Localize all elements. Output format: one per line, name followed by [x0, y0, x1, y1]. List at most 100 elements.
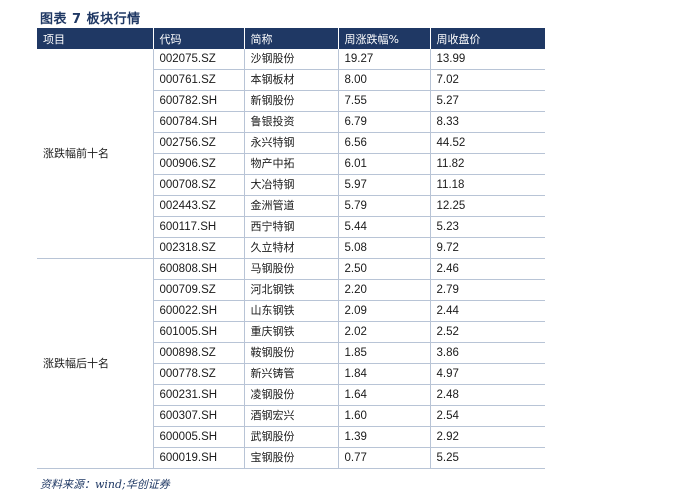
table-row: 000906.SZ 物产中拓 6.01 11.82 [37, 153, 545, 175]
weekly-change: 5.44 [338, 216, 431, 238]
stock-name: 新兴铸管 [244, 363, 339, 385]
stock-name: 凌钢股份 [244, 384, 339, 406]
weekly-close: 8.33 [430, 111, 545, 133]
weekly-close: 12.25 [430, 195, 545, 217]
weekly-change: 6.79 [338, 111, 431, 133]
stock-name: 马钢股份 [244, 258, 339, 280]
table-body: 涨跌幅前十名 002075.SZ 沙钢股份 19.27 13.99 000761.SZ 本钢… [37, 49, 545, 469]
weekly-close: 5.27 [430, 90, 545, 112]
stock-name: 西宁特钢 [244, 216, 339, 238]
header-weekly-close: 周收盘价 [430, 28, 545, 49]
weekly-close: 2.46 [430, 258, 545, 280]
header-item: 项目 [37, 28, 154, 49]
sector-table: 项目 代码 简称 周涨跌幅% 周收盘价 涨跌幅前十名 002075.SZ 沙钢股份 1… [37, 28, 545, 469]
stock-code: 000906.SZ [153, 153, 245, 175]
stock-code: 000708.SZ [153, 174, 245, 196]
table-row: 600307.SH 酒钢宏兴 1.60 2.54 [37, 405, 545, 427]
weekly-change: 6.01 [338, 153, 431, 175]
stock-code: 000709.SZ [153, 279, 245, 301]
stock-name: 武钢股份 [244, 426, 339, 448]
stock-name: 大冶特钢 [244, 174, 339, 196]
table-row: 涨跌幅后十名 600808.SH 马钢股份 2.50 2.46 [37, 258, 545, 469]
stock-name: 新钢股份 [244, 90, 339, 112]
stock-code: 600005.SH [153, 426, 245, 448]
table-row: 000708.SZ 大冶特钢 5.97 11.18 [37, 174, 545, 196]
stock-name: 久立特材 [244, 237, 339, 259]
weekly-change: 1.39 [338, 426, 431, 448]
weekly-change: 6.56 [338, 132, 431, 154]
weekly-close: 5.25 [430, 447, 545, 469]
stock-code: 000898.SZ [153, 342, 245, 364]
weekly-change: 1.60 [338, 405, 431, 427]
header-name: 简称 [244, 28, 339, 49]
table-row: 601005.SH 重庆钢铁 2.02 2.52 [37, 321, 545, 343]
figure-title: 图表 7 板块行情 [40, 12, 141, 27]
table-row: 000709.SZ 河北钢铁 2.20 2.79 [37, 279, 545, 301]
weekly-change: 1.85 [338, 342, 431, 364]
table-row: 600231.SH 凌钢股份 1.64 2.48 [37, 384, 545, 406]
stock-code: 002318.SZ [153, 237, 245, 259]
header-weekly-change: 周涨跌幅% [338, 28, 431, 49]
stock-code: 600782.SH [153, 90, 245, 112]
weekly-close: 4.97 [430, 363, 545, 385]
stock-code: 600019.SH [153, 447, 245, 469]
weekly-close: 3.86 [430, 342, 545, 364]
table-row: 002443.SZ 金洲管道 5.79 12.25 [37, 195, 545, 217]
stock-code: 000778.SZ [153, 363, 245, 385]
weekly-close: 2.48 [430, 384, 545, 406]
table-header-row: 项目 代码 简称 周涨跌幅% 周收盘价 [37, 28, 545, 49]
table-row: 002318.SZ 久立特材 5.08 9.72 [37, 237, 545, 259]
stock-code: 600808.SH [153, 258, 245, 280]
group-label: 涨跌幅后十名 [37, 258, 154, 469]
weekly-change: 2.50 [338, 258, 431, 280]
stock-code: 002443.SZ [153, 195, 245, 217]
stock-code: 600022.SH [153, 300, 245, 322]
weekly-change: 2.20 [338, 279, 431, 301]
table-row: 002756.SZ 永兴特钢 6.56 44.52 [37, 132, 545, 154]
header-code: 代码 [153, 28, 245, 49]
stock-code: 002075.SZ [153, 49, 245, 70]
table-row: 600784.SH 鲁银投资 6.79 8.33 [37, 111, 545, 133]
stock-code: 000761.SZ [153, 69, 245, 91]
weekly-change: 0.77 [338, 447, 431, 469]
stock-code: 600784.SH [153, 111, 245, 133]
stock-name: 本钢板材 [244, 69, 339, 91]
weekly-change: 1.84 [338, 363, 431, 385]
stock-code: 600307.SH [153, 405, 245, 427]
weekly-change: 19.27 [338, 49, 431, 70]
weekly-change: 5.79 [338, 195, 431, 217]
weekly-close: 2.52 [430, 321, 545, 343]
weekly-close: 9.72 [430, 237, 545, 259]
table-row: 600117.SH 西宁特钢 5.44 5.23 [37, 216, 545, 238]
stock-name: 金洲管道 [244, 195, 339, 217]
weekly-close: 2.79 [430, 279, 545, 301]
table-row: 000898.SZ 鞍钢股份 1.85 3.86 [37, 342, 545, 364]
stock-name: 鲁银投资 [244, 111, 339, 133]
weekly-close: 11.18 [430, 174, 545, 196]
group-label: 涨跌幅前十名 [37, 49, 154, 259]
weekly-change: 5.08 [338, 237, 431, 259]
weekly-change: 2.09 [338, 300, 431, 322]
weekly-change: 1.64 [338, 384, 431, 406]
table-row: 000761.SZ 本钢板材 8.00 7.02 [37, 69, 545, 91]
stock-name: 永兴特钢 [244, 132, 339, 154]
stock-code: 600231.SH [153, 384, 245, 406]
weekly-close: 2.54 [430, 405, 545, 427]
weekly-close: 11.82 [430, 153, 545, 175]
weekly-close: 2.92 [430, 426, 545, 448]
weekly-change: 5.97 [338, 174, 431, 196]
stock-name: 山东钢铁 [244, 300, 339, 322]
stock-code: 600117.SH [153, 216, 245, 238]
table-row: 600005.SH 武钢股份 1.39 2.92 [37, 426, 545, 448]
weekly-close: 2.44 [430, 300, 545, 322]
stock-code: 601005.SH [153, 321, 245, 343]
stock-name: 沙钢股份 [244, 49, 339, 70]
stock-name: 物产中拓 [244, 153, 339, 175]
weekly-close: 7.02 [430, 69, 545, 91]
stock-name: 酒钢宏兴 [244, 405, 339, 427]
stock-name: 鞍钢股份 [244, 342, 339, 364]
table-row: 600022.SH 山东钢铁 2.09 2.44 [37, 300, 545, 322]
source-note: 资料来源：wind;华创证券 [40, 478, 170, 491]
weekly-change: 8.00 [338, 69, 431, 91]
table-row: 000778.SZ 新兴铸管 1.84 4.97 [37, 363, 545, 385]
